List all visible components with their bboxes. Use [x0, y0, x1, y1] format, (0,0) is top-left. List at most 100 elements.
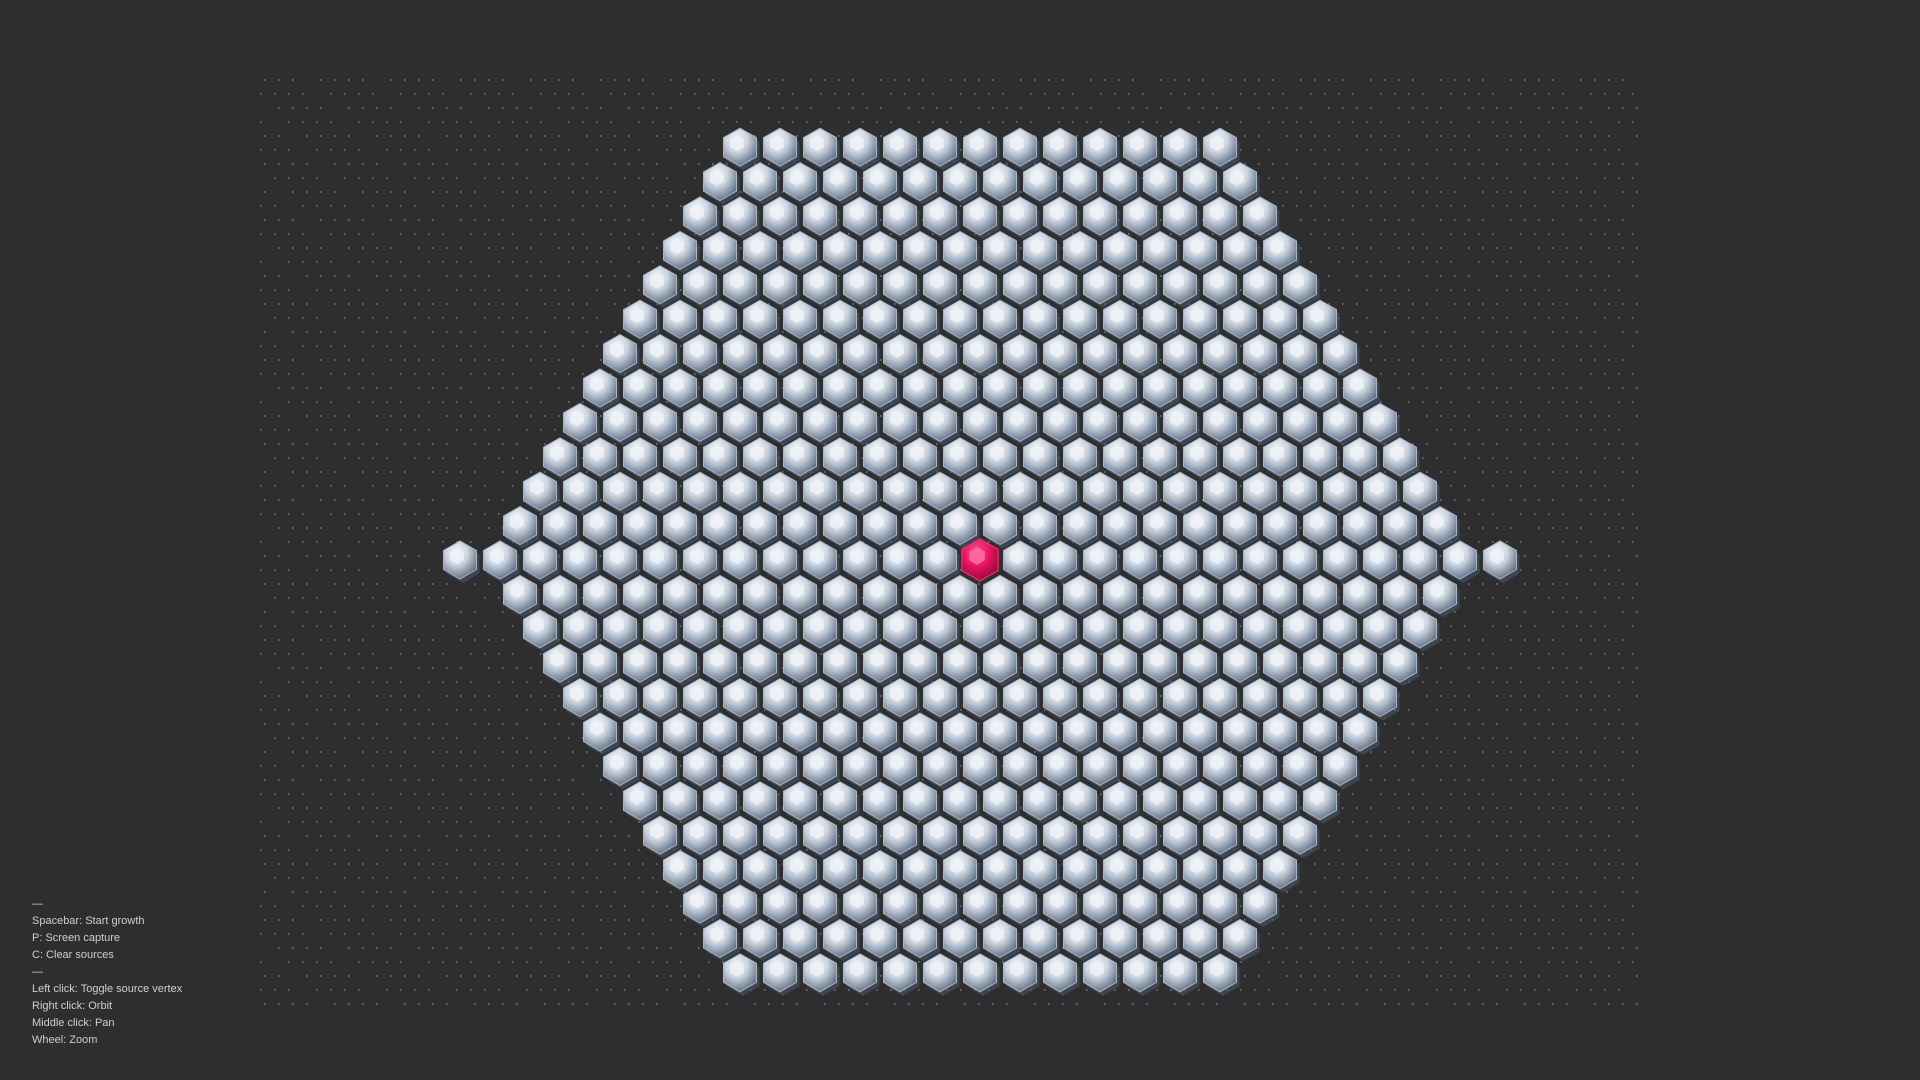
grid-dot — [357, 317, 360, 319]
grid-dot — [889, 121, 892, 123]
grid-dot — [301, 261, 304, 263]
grid-dot — [1565, 331, 1568, 333]
grid-dot — [389, 947, 392, 949]
grid-dot — [1551, 471, 1554, 473]
grid-dot — [1593, 583, 1596, 585]
grid-dot — [403, 723, 406, 725]
grid-dot — [529, 751, 532, 753]
grid-dot — [385, 569, 388, 571]
grid-dot — [1495, 135, 1498, 137]
grid-dot — [469, 709, 472, 711]
grid-dot — [441, 317, 444, 319]
grid-dot — [347, 415, 350, 417]
grid-dot — [473, 359, 476, 361]
grid-dot — [1495, 807, 1498, 809]
grid-dot — [1509, 387, 1512, 389]
grid-dot — [1617, 457, 1620, 459]
grid-dot — [473, 163, 476, 165]
grid-dot — [697, 583, 700, 585]
grid-dot — [361, 219, 364, 221]
grid-dot — [1057, 793, 1060, 795]
grid-dot — [543, 79, 546, 81]
grid-dot — [525, 905, 528, 907]
grid-dot — [693, 149, 696, 151]
grid-dot — [1635, 191, 1638, 193]
grid-dot — [1477, 401, 1480, 403]
grid-dot — [599, 779, 602, 781]
grid-dot — [1617, 177, 1620, 179]
grid-dot — [1551, 779, 1554, 781]
grid-dot — [1337, 793, 1340, 795]
grid-dot — [1607, 303, 1610, 305]
grid-dot — [1015, 121, 1018, 123]
grid-dot — [1519, 485, 1522, 487]
grid-dot — [1533, 457, 1536, 459]
grid-dot — [329, 933, 332, 935]
grid-dot — [609, 149, 612, 151]
grid-dot — [571, 891, 574, 893]
grid-dot — [1229, 79, 1232, 81]
grid-dot — [921, 107, 924, 109]
grid-dot — [1351, 233, 1354, 235]
grid-dot — [567, 233, 570, 235]
grid-dot — [1533, 569, 1536, 571]
grid-dot — [1505, 401, 1508, 403]
grid-dot — [371, 373, 374, 375]
grid-dot — [1519, 793, 1522, 795]
grid-dot — [497, 877, 500, 879]
grid-dot — [599, 247, 602, 249]
grid-dot — [403, 415, 406, 417]
grid-dot — [1635, 135, 1638, 137]
grid-dot — [1131, 79, 1134, 81]
grid-dot — [1355, 807, 1358, 809]
grid-dot — [515, 807, 518, 809]
grid-dot — [525, 121, 528, 123]
grid-dot — [1635, 863, 1638, 865]
grid-dot — [1491, 625, 1494, 627]
grid-dot — [1421, 793, 1424, 795]
grid-dot — [1379, 233, 1382, 235]
grid-dot — [1575, 737, 1578, 739]
grid-dot — [515, 667, 518, 669]
grid-dot — [347, 527, 350, 529]
grid-dot — [1257, 163, 1260, 165]
grid-dot — [501, 751, 504, 753]
grid-dot — [1561, 177, 1564, 179]
grid-dot — [1607, 583, 1610, 585]
grid-dot — [1561, 625, 1564, 627]
grid-dot — [1239, 149, 1242, 151]
grid-dot — [1519, 625, 1522, 627]
grid-dot — [333, 779, 336, 781]
grid-dot — [343, 317, 346, 319]
grid-dot — [557, 779, 560, 781]
grid-dot — [497, 177, 500, 179]
grid-dot — [1631, 345, 1634, 347]
grid-dot — [861, 121, 864, 123]
grid-dot — [1257, 107, 1260, 109]
grid-dot — [1505, 849, 1508, 851]
grid-dot — [697, 79, 700, 81]
grid-dot — [1537, 219, 1540, 221]
grid-dot — [483, 849, 486, 851]
grid-dot — [263, 555, 266, 557]
grid-dot — [1495, 723, 1498, 725]
grid-dot — [1397, 247, 1400, 249]
grid-dot — [455, 261, 458, 263]
grid-dot — [329, 429, 332, 431]
grid-dot — [347, 639, 350, 641]
grid-dot — [389, 639, 392, 641]
grid-dot — [963, 919, 966, 921]
grid-dot — [1117, 135, 1120, 137]
grid-dot — [1047, 107, 1050, 109]
grid-dot — [819, 93, 822, 95]
grid-dot — [441, 93, 444, 95]
grid-dot — [613, 443, 616, 445]
grid-dot — [287, 373, 290, 375]
grid-dot — [1453, 303, 1456, 305]
grid-dot — [581, 261, 584, 263]
grid-dot — [1169, 93, 1172, 95]
grid-dot — [893, 443, 896, 445]
grid-dot — [1379, 513, 1382, 515]
grid-dot — [1589, 793, 1592, 795]
